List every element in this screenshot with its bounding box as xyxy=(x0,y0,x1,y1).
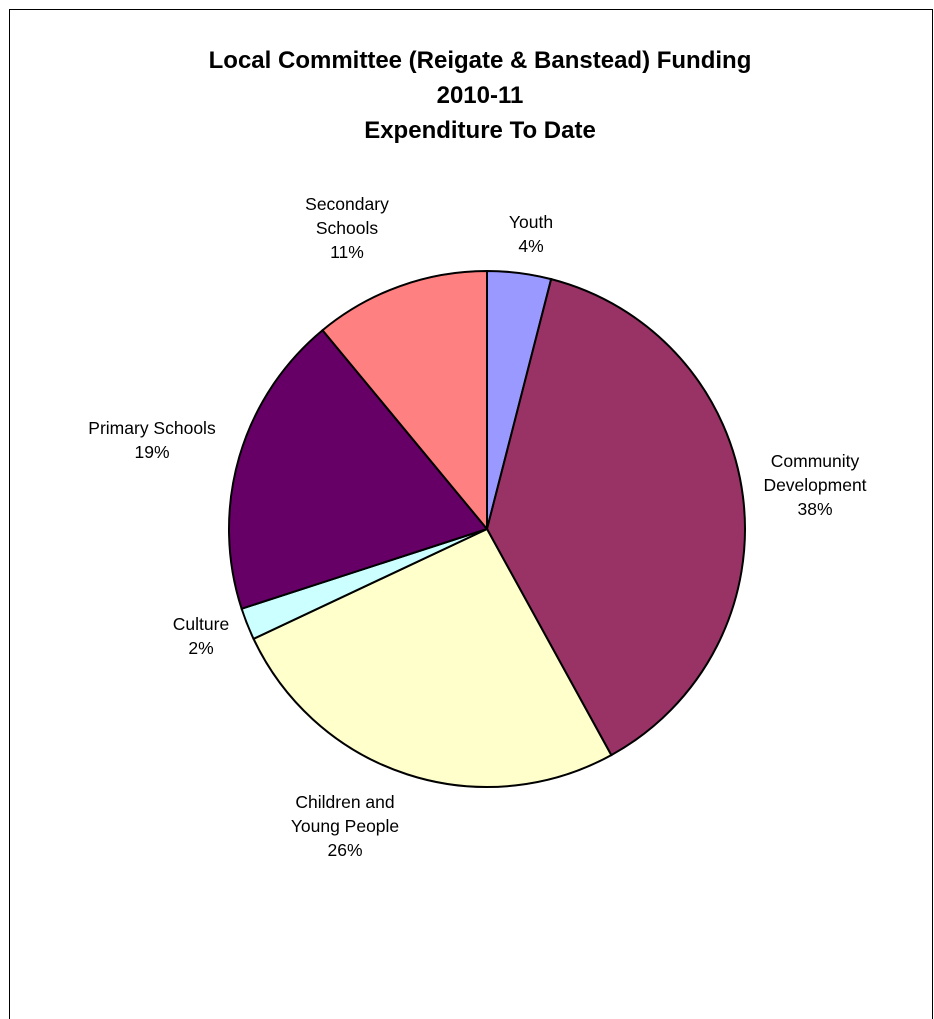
slice-category-label: Youth xyxy=(509,212,553,232)
chart-area: Local Committee (Reigate & Banstead) Fun… xyxy=(9,9,933,1019)
pie-slices xyxy=(228,269,746,788)
slice-category-label: Community xyxy=(771,451,860,471)
pie-slice-1 xyxy=(485,277,746,757)
slice-category-label: Young People xyxy=(291,816,399,836)
chart-title-line-1: Local Committee (Reigate & Banstead) Fun… xyxy=(209,47,752,74)
pie-slice-4 xyxy=(228,328,489,610)
slice-percent-label: 2% xyxy=(188,638,213,658)
slice-category-label: Primary Schools xyxy=(88,418,216,438)
chart-title-line-2: 2010-11 xyxy=(437,82,524,109)
chart-title-line-3: Expenditure To Date xyxy=(364,117,596,144)
pie-chart: Local Committee (Reigate & Banstead) Fun… xyxy=(88,47,866,860)
slice-category-label: Children and xyxy=(295,792,394,812)
slice-label-1: Community Development 38% xyxy=(763,451,866,519)
slice-label-3: Culture 2% xyxy=(173,614,229,658)
slice-percent-label: 38% xyxy=(797,499,832,519)
slice-label-2: Children and Young People 26% xyxy=(291,792,399,860)
slice-category-label: Development xyxy=(763,475,866,495)
pie-slice-2 xyxy=(252,527,613,788)
slice-percent-label: 4% xyxy=(518,236,543,256)
slice-label-4: Primary Schools 19% xyxy=(88,418,216,462)
slice-category-label: Secondary xyxy=(305,194,389,214)
slice-label-5: Secondary Schools 11% xyxy=(305,194,389,262)
pie-slice-5 xyxy=(321,269,488,532)
chart-title: Local Committee (Reigate & Banstead) Fun… xyxy=(209,47,752,144)
slice-percent-label: 26% xyxy=(327,840,362,860)
slice-percent-label: 11% xyxy=(330,242,364,262)
slice-category-label: Schools xyxy=(316,218,379,238)
slice-percent-label: 19% xyxy=(134,442,169,462)
slice-label-0: Youth 4% xyxy=(509,212,553,256)
pie-labels: Youth 4% Community Development 38% Children a… xyxy=(88,194,866,860)
slice-category-label: Culture xyxy=(173,614,229,634)
